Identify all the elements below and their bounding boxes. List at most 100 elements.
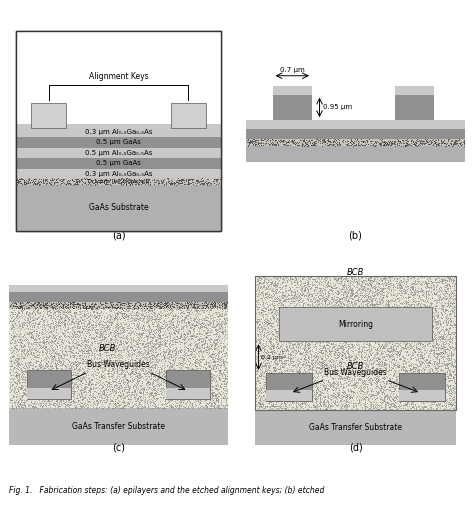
Point [145, 379, 152, 387]
Point [36, 341, 44, 349]
Point [173, 386, 181, 394]
Point [22, 180, 29, 188]
Point [201, 371, 209, 379]
Point [437, 309, 445, 317]
Point [418, 359, 426, 367]
Point [391, 307, 398, 315]
Point [131, 386, 139, 394]
Point [435, 359, 442, 367]
Point [59, 371, 67, 379]
Point [270, 370, 277, 378]
Point [313, 312, 320, 320]
Point [256, 359, 264, 367]
Point [310, 280, 318, 288]
Point [161, 363, 169, 371]
Point [394, 279, 402, 287]
Point [346, 356, 353, 364]
Point [267, 400, 274, 408]
Point [100, 327, 108, 335]
Point [328, 294, 336, 302]
Point [294, 368, 301, 376]
Point [278, 346, 285, 354]
Point [9, 352, 17, 361]
Point [132, 339, 140, 347]
Point [107, 328, 114, 336]
Point [440, 289, 448, 297]
Point [172, 335, 180, 343]
Point [429, 281, 437, 289]
Point [353, 311, 361, 319]
Point [328, 346, 336, 355]
Point [323, 141, 331, 149]
Point [407, 364, 414, 372]
Point [127, 176, 134, 184]
Point [23, 322, 31, 330]
Point [335, 384, 343, 392]
Point [35, 347, 43, 356]
Point [339, 392, 347, 400]
Point [434, 349, 442, 358]
Point [390, 394, 398, 402]
Point [181, 336, 188, 344]
Point [320, 356, 328, 364]
Point [431, 391, 439, 399]
Point [265, 353, 273, 361]
Point [188, 334, 195, 342]
Point [12, 370, 19, 378]
Point [88, 392, 96, 400]
Point [407, 353, 414, 361]
Point [165, 340, 173, 348]
Point [201, 371, 209, 379]
Point [18, 401, 26, 410]
Point [12, 372, 20, 380]
Point [430, 373, 438, 381]
Point [356, 301, 363, 309]
Point [264, 335, 272, 343]
Point [212, 325, 219, 333]
Point [360, 282, 368, 290]
Point [357, 348, 365, 356]
Point [183, 374, 191, 382]
Point [132, 362, 139, 370]
Point [72, 351, 79, 359]
Point [97, 175, 104, 183]
Point [132, 300, 139, 309]
Point [382, 139, 389, 147]
Point [25, 402, 33, 410]
Point [152, 335, 160, 343]
Point [444, 395, 451, 403]
Point [391, 137, 399, 145]
Point [171, 377, 178, 385]
Point [91, 334, 98, 342]
Point [411, 297, 419, 306]
Point [438, 276, 446, 284]
Point [420, 356, 428, 364]
Point [384, 280, 392, 288]
Point [59, 378, 66, 386]
Point [98, 335, 105, 343]
Point [61, 399, 68, 408]
Point [156, 338, 164, 346]
Point [80, 312, 88, 320]
Point [393, 281, 401, 289]
Point [107, 338, 114, 346]
Point [150, 299, 158, 308]
Point [414, 339, 421, 347]
Point [223, 385, 231, 393]
Point [274, 315, 282, 323]
Point [416, 339, 423, 347]
Point [461, 140, 468, 148]
Point [341, 369, 348, 377]
Point [82, 328, 90, 336]
Point [126, 304, 134, 312]
Point [108, 396, 116, 405]
Point [382, 321, 389, 329]
Point [13, 364, 20, 372]
Point [39, 336, 47, 344]
Point [161, 341, 169, 349]
Point [52, 325, 60, 333]
Point [354, 323, 361, 331]
Point [393, 304, 401, 312]
Point [104, 304, 111, 312]
Point [329, 141, 337, 149]
